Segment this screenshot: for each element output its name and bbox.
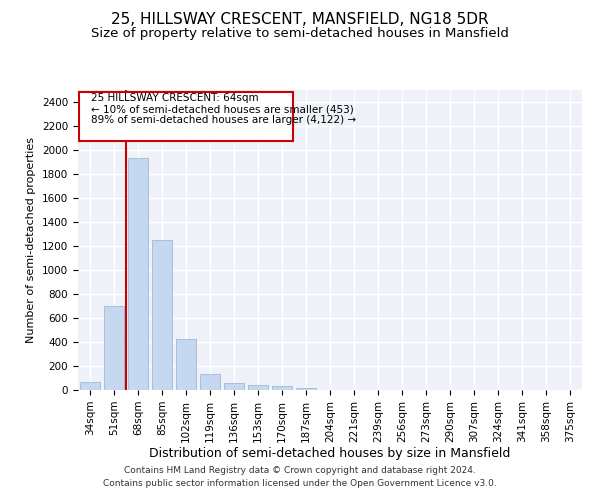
Text: 25 HILLSWAY CRESCENT: 64sqm: 25 HILLSWAY CRESCENT: 64sqm [91,93,259,103]
FancyBboxPatch shape [79,92,293,141]
Text: Size of property relative to semi-detached houses in Mansfield: Size of property relative to semi-detach… [91,28,509,40]
Bar [224,384,244,390]
Text: ← 10% of semi-detached houses are smaller (453): ← 10% of semi-detached houses are smalle… [91,104,354,115]
Text: Contains HM Land Registry data © Crown copyright and database right 2024.
Contai: Contains HM Land Registry data © Crown c… [103,466,497,487]
Text: 25, HILLSWAY CRESCENT, MANSFIELD, NG18 5DR: 25, HILLSWAY CRESCENT, MANSFIELD, NG18 5… [111,12,489,28]
Bar [176,339,196,390]
Bar [200,374,220,390]
Bar [128,158,148,390]
X-axis label: Distribution of semi-detached houses by size in Mansfield: Distribution of semi-detached houses by … [149,448,511,460]
Text: 89% of semi-detached houses are larger (4,122) →: 89% of semi-detached houses are larger (… [91,114,356,124]
Bar [80,382,100,390]
Bar [296,388,316,390]
Bar [248,385,268,390]
Bar [104,306,124,390]
Bar [152,240,172,390]
Bar [272,386,292,390]
Y-axis label: Number of semi-detached properties: Number of semi-detached properties [26,137,37,343]
